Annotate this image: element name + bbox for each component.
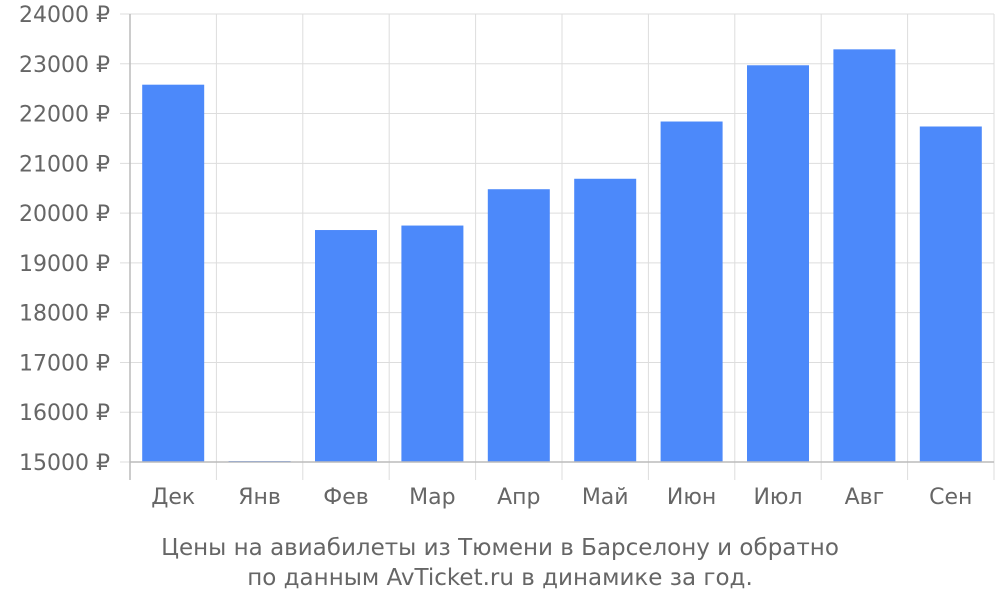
bar-5 bbox=[574, 178, 637, 462]
y-tick-label: 22000 ₽ bbox=[19, 103, 110, 128]
x-tick-label: Сен bbox=[929, 485, 972, 510]
y-tick-label: 24000 ₽ bbox=[19, 3, 110, 28]
x-tick-label: Фев bbox=[323, 485, 368, 510]
y-tick-label: 21000 ₽ bbox=[19, 152, 110, 177]
y-tick-label: 18000 ₽ bbox=[19, 302, 110, 327]
x-tick-label: Янв bbox=[238, 485, 281, 510]
bar-4 bbox=[487, 189, 550, 462]
bars bbox=[142, 49, 982, 463]
x-tick-label: Апр bbox=[497, 485, 540, 510]
x-tick-label: Июл bbox=[753, 485, 802, 510]
bar-0 bbox=[142, 84, 205, 462]
y-tick-label: 17000 ₽ bbox=[19, 351, 110, 376]
bar-7 bbox=[747, 65, 809, 462]
x-tick-label: Июн bbox=[667, 485, 716, 510]
grid bbox=[120, 13, 995, 480]
chart-caption-line-2: по данным AvTicket.ru в динамике за год. bbox=[247, 565, 753, 591]
axes bbox=[129, 14, 994, 480]
bar-9 bbox=[919, 126, 982, 463]
y-tick-label: 19000 ₽ bbox=[19, 252, 110, 277]
x-tick-label: Май bbox=[582, 485, 629, 510]
x-tick-label: Авг bbox=[845, 485, 885, 510]
tick-labels: 15000 ₽ 16000 ₽ 17000 ₽ 18000 ₽ 19000 ₽ 20000… bbox=[19, 3, 972, 510]
x-tick-label: Дек bbox=[151, 485, 195, 510]
bar-3 bbox=[401, 225, 464, 462]
y-tick-label: 16000 ₽ bbox=[19, 401, 110, 426]
y-tick-label: 15000 ₽ bbox=[19, 451, 110, 476]
bar-8 bbox=[833, 49, 896, 462]
y-tick-label: 23000 ₽ bbox=[19, 53, 110, 78]
bar-6 bbox=[660, 121, 723, 463]
y-tick-label: 20000 ₽ bbox=[19, 202, 110, 227]
chart-caption-line-1: Цены на авиабилеты из Тюмени в Барселону… bbox=[161, 535, 839, 561]
bar-2 bbox=[315, 230, 377, 462]
x-tick-label: Мар bbox=[409, 485, 455, 510]
